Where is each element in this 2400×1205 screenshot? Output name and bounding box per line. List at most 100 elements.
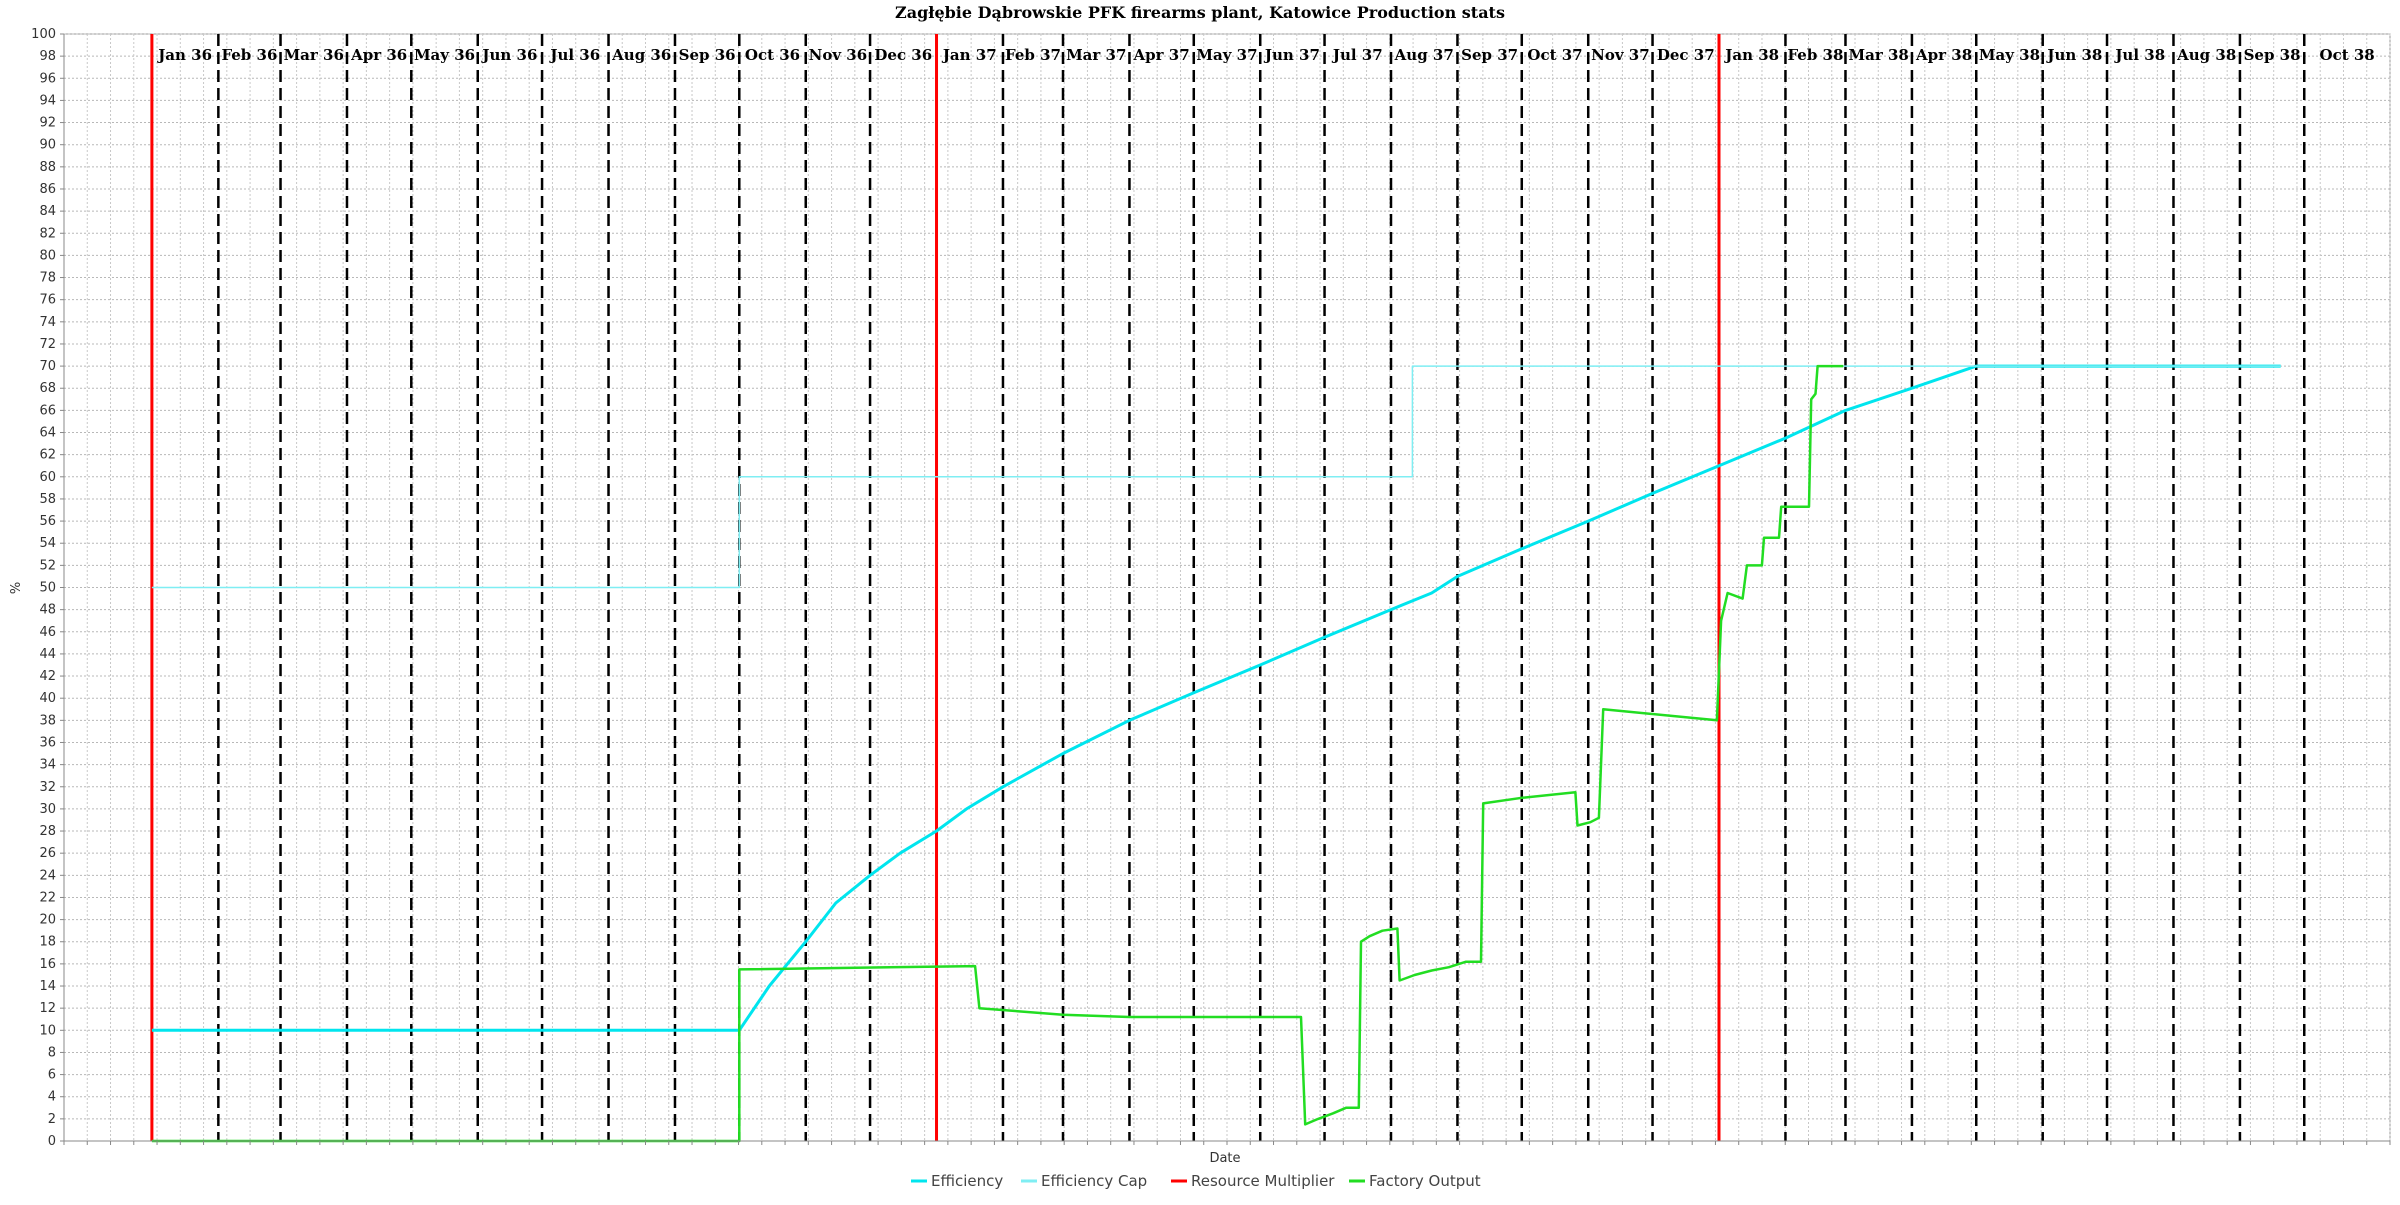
month-label: Aug 38 <box>2176 46 2236 64</box>
legend-item: Factory Output <box>1349 1172 1481 1190</box>
month-label: Mar 38 <box>1849 46 1909 64</box>
month-label: Jun 36 <box>480 46 537 64</box>
month-label: Feb 36 <box>221 46 277 64</box>
y-tick-label: 22 <box>39 890 56 905</box>
month-label: Oct 37 <box>1527 46 1582 64</box>
y-tick-label: 18 <box>39 935 56 950</box>
y-tick-label: 52 <box>39 558 56 573</box>
month-label: Sep 36 <box>679 46 736 64</box>
y-axis-label: % <box>9 582 24 594</box>
y-tick-label: 68 <box>39 381 56 396</box>
y-tick-label: 14 <box>39 979 56 994</box>
legend-label: Factory Output <box>1369 1172 1481 1190</box>
y-tick-label: 30 <box>39 802 56 817</box>
series-factory-output <box>151 364 1844 1143</box>
chart-title: Zagłębie Dąbrowskie PFK firearms plant, … <box>895 3 1505 22</box>
month-label: Sep 38 <box>2244 46 2301 64</box>
legend-item: Efficiency Cap <box>1021 1172 1147 1190</box>
y-tick-label: 48 <box>39 603 56 618</box>
month-label: Mar 37 <box>1066 46 1126 64</box>
legend-label: Efficiency Cap <box>1041 1172 1147 1190</box>
month-label: Jul 38 <box>2113 46 2165 64</box>
month-label: Feb 37 <box>1005 46 1061 64</box>
y-tick-label: 86 <box>39 182 56 197</box>
month-label: Nov 37 <box>1591 46 1650 64</box>
y-tick-label: 12 <box>39 1001 56 1016</box>
y-tick-label: 94 <box>39 93 56 108</box>
month-label: Oct 38 <box>2320 46 2375 64</box>
month-label: Jul 37 <box>1331 46 1383 64</box>
month-label: Dec 37 <box>1657 46 1715 64</box>
legend-item: Efficiency <box>911 1172 1003 1190</box>
month-label: May 36 <box>414 46 475 64</box>
y-tick-label: 96 <box>39 71 56 86</box>
y-tick-label: 72 <box>39 337 56 352</box>
series-efficiency-cap <box>151 365 2281 589</box>
month-label: Jan 37 <box>941 46 997 64</box>
y-tick-label: 36 <box>39 735 56 750</box>
legend-label: Resource Multiplier <box>1191 1172 1335 1190</box>
month-label: Jan 38 <box>1723 46 1779 64</box>
y-tick-label: 16 <box>39 957 56 972</box>
y-tick-label: 92 <box>39 116 56 131</box>
y-tick-label: 88 <box>39 160 56 175</box>
legend-label: Efficiency <box>931 1172 1003 1190</box>
month-label: Oct 36 <box>745 46 800 64</box>
y-tick-label: 24 <box>39 868 56 883</box>
y-tick-label: 84 <box>39 204 56 219</box>
month-label: Mar 36 <box>284 46 344 64</box>
month-label: May 37 <box>1196 46 1257 64</box>
month-label: Jan 36 <box>156 46 212 64</box>
y-tick-label: 78 <box>39 271 56 286</box>
y-tick-label: 62 <box>39 448 56 463</box>
month-label: Feb 38 <box>1787 46 1843 64</box>
y-tick-label: 42 <box>39 669 56 684</box>
y-tick-label: 56 <box>39 514 56 529</box>
month-label: Aug 36 <box>611 46 671 64</box>
y-tick-label: 46 <box>39 625 56 640</box>
y-tick-label: 26 <box>39 846 56 861</box>
series-efficiency <box>151 364 2281 1032</box>
y-tick-label: 4 <box>48 1090 56 1105</box>
y-tick-label: 64 <box>39 426 56 441</box>
month-label: May 38 <box>1979 46 2040 64</box>
month-label: Apr 36 <box>350 46 407 64</box>
y-tick-label: 20 <box>39 913 56 928</box>
y-tick-label: 0 <box>48 1134 56 1149</box>
y-tick-label: 8 <box>48 1045 56 1060</box>
y-tick-label: 50 <box>39 581 56 596</box>
y-tick-label: 44 <box>39 647 56 662</box>
y-tick-label: 60 <box>39 470 56 485</box>
y-tick-label: 98 <box>39 49 56 64</box>
y-tick-label: 32 <box>39 780 56 795</box>
y-tick-label: 70 <box>39 359 56 374</box>
y-tick-label: 10 <box>39 1023 56 1038</box>
month-label: Apr 37 <box>1133 46 1190 64</box>
month-label: Dec 36 <box>874 46 932 64</box>
y-tick-label: 66 <box>39 403 56 418</box>
y-tick-label: 28 <box>39 824 56 839</box>
y-tick-label: 38 <box>39 713 56 728</box>
month-label: Jun 37 <box>1263 46 1320 64</box>
x-axis-label: Date <box>1209 1151 1240 1166</box>
y-tick-label: 6 <box>48 1068 56 1083</box>
y-tick-label: 58 <box>39 492 56 507</box>
y-tick-label: 90 <box>39 138 56 153</box>
y-tick-label: 80 <box>39 248 56 263</box>
y-tick-label: 40 <box>39 691 56 706</box>
month-label: Nov 36 <box>809 46 868 64</box>
y-tick-label: 2 <box>48 1112 56 1127</box>
y-tick-label: 82 <box>39 226 56 241</box>
y-tick-label: 100 <box>31 27 56 42</box>
y-tick-label: 76 <box>39 293 56 308</box>
month-label: Jul 36 <box>548 46 600 64</box>
y-tick-label: 54 <box>39 536 56 551</box>
y-tick-label: 34 <box>39 758 56 773</box>
month-label: Jun 38 <box>2045 46 2102 64</box>
legend-item: Resource Multiplier <box>1171 1172 1335 1190</box>
month-label: Apr 38 <box>1915 46 1972 64</box>
month-label: Aug 37 <box>1394 46 1454 64</box>
y-tick-label: 74 <box>39 315 56 330</box>
